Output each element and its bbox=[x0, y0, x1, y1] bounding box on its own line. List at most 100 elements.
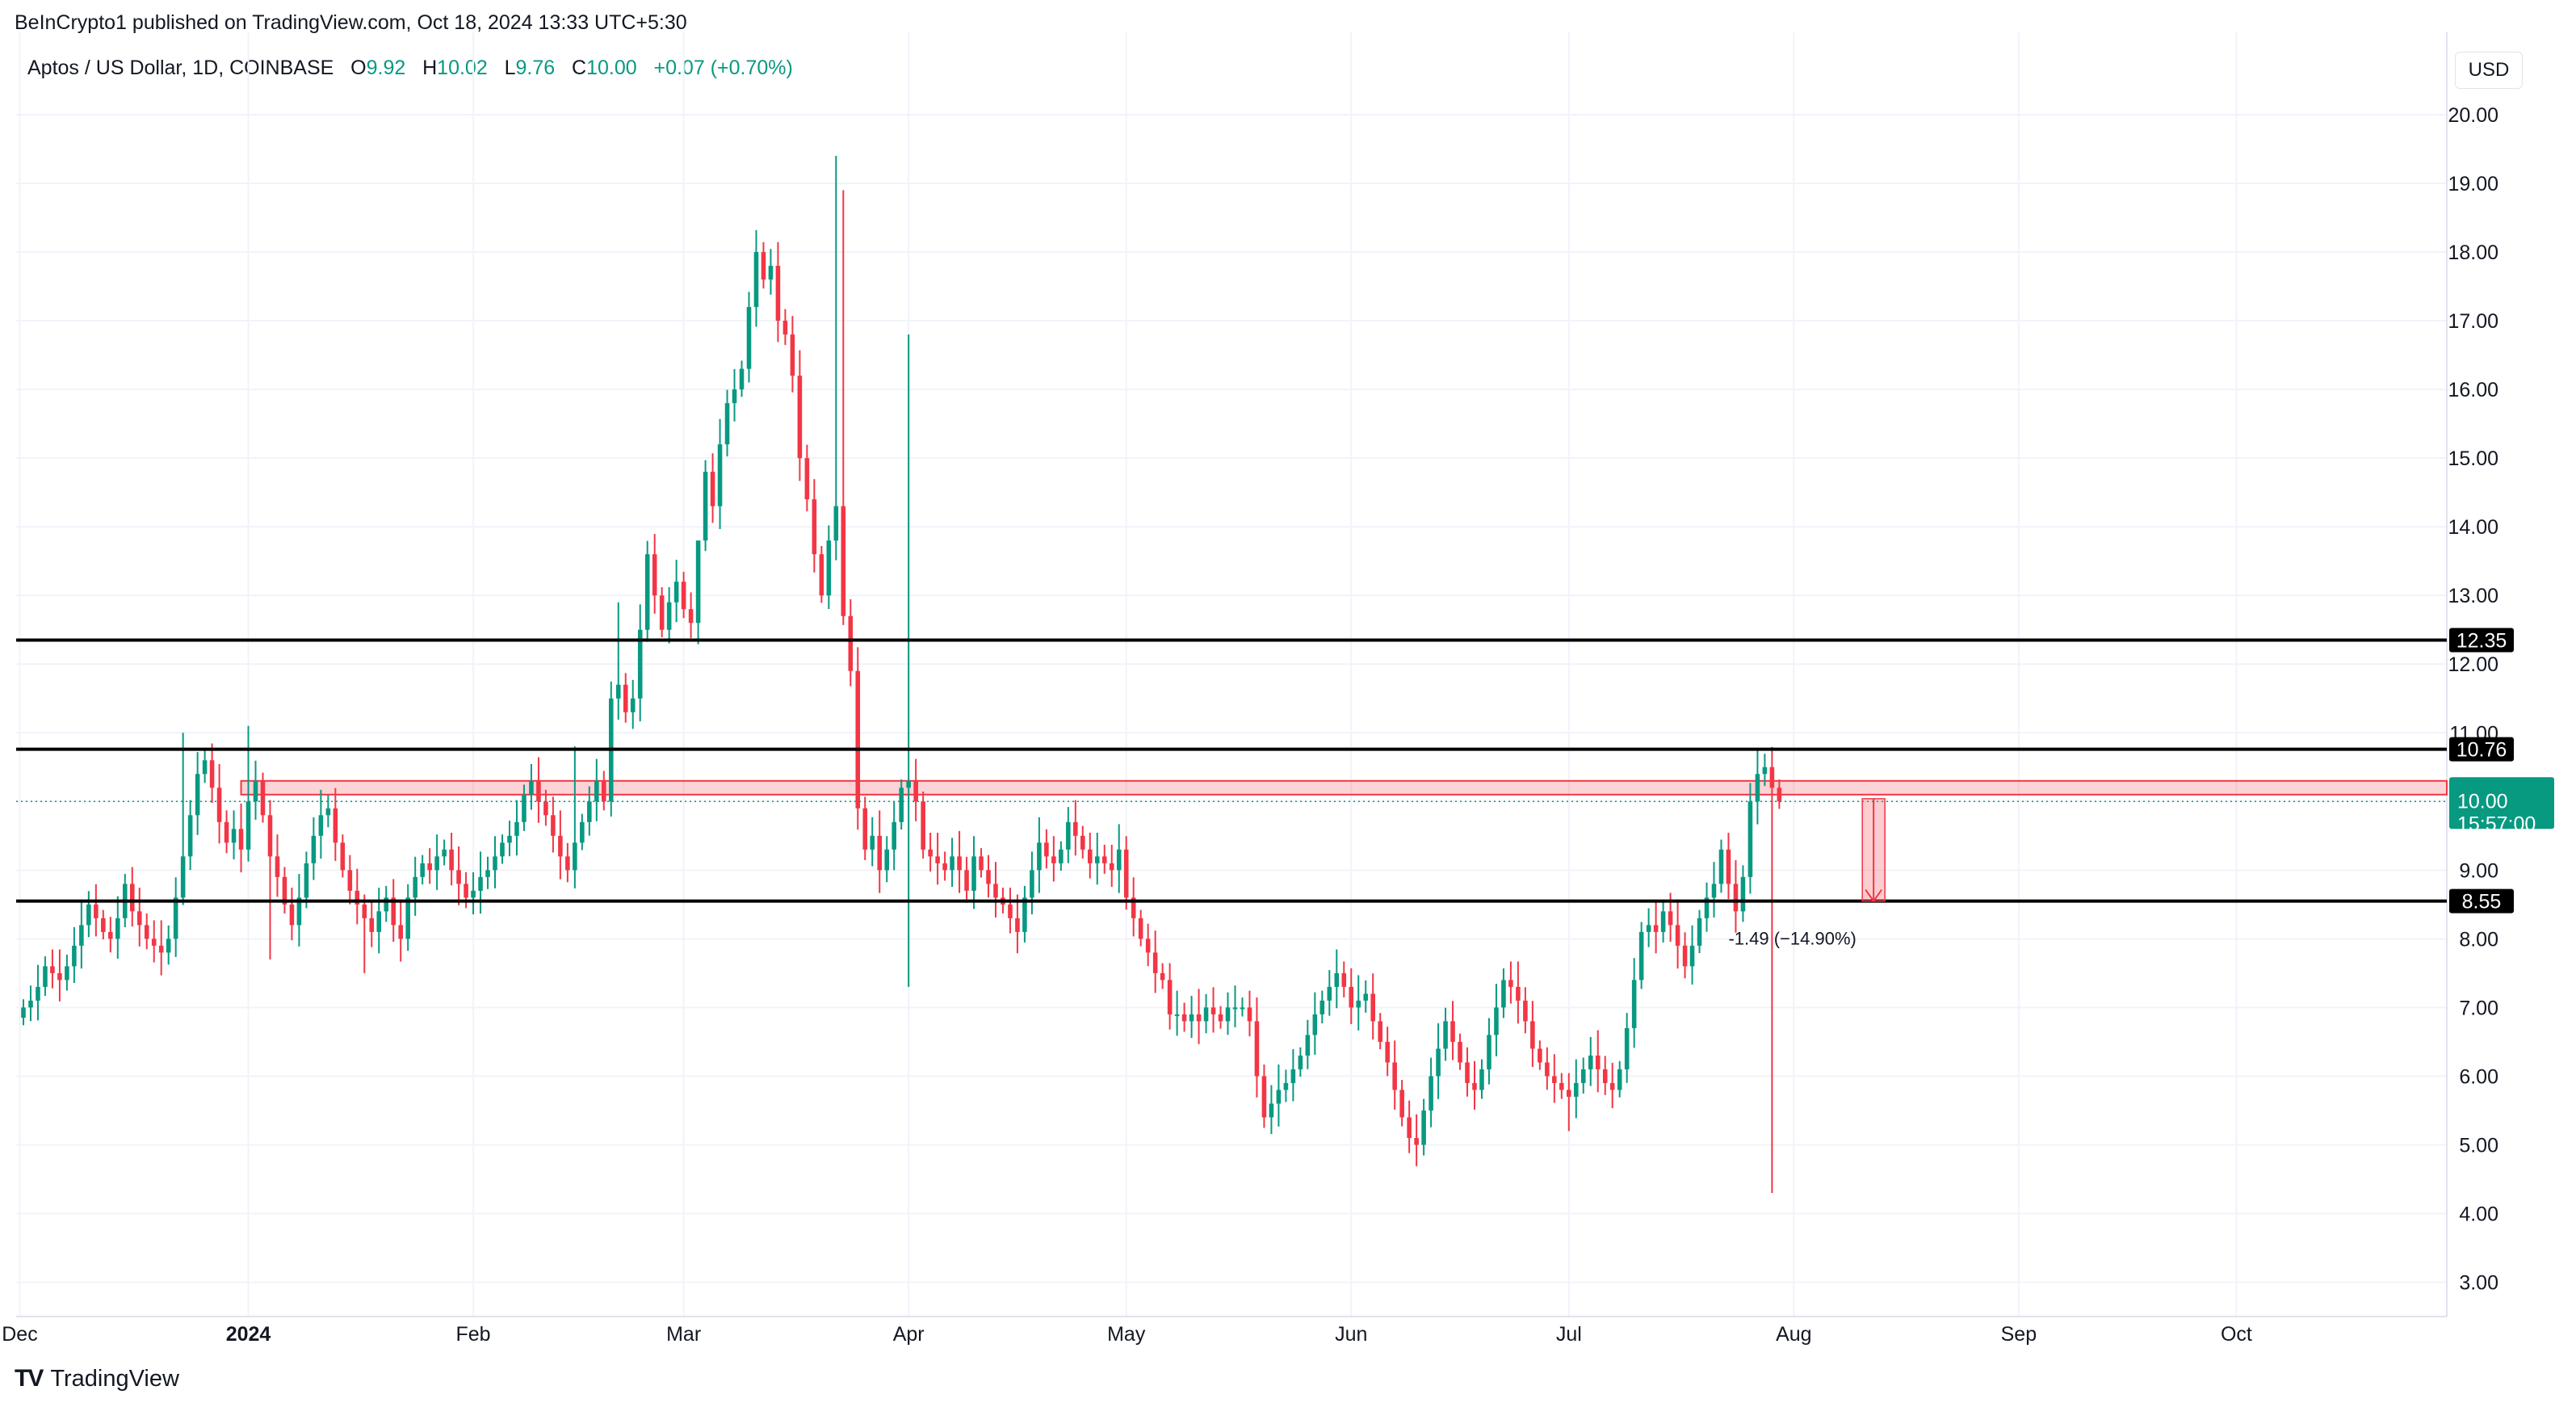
candle-body[interactable] bbox=[1341, 972, 1347, 987]
candle-body[interactable] bbox=[1777, 788, 1782, 802]
candle-body[interactable] bbox=[819, 554, 824, 596]
candle-body[interactable] bbox=[304, 863, 309, 898]
candle-body[interactable] bbox=[1530, 1021, 1535, 1049]
candle-body[interactable] bbox=[1399, 1090, 1404, 1118]
candle-body[interactable] bbox=[129, 884, 135, 912]
candle-body[interactable] bbox=[136, 911, 142, 926]
candle-body[interactable] bbox=[928, 849, 933, 857]
candle-body[interactable] bbox=[1602, 1069, 1608, 1083]
candle-body[interactable] bbox=[267, 815, 273, 857]
candle-body[interactable] bbox=[1697, 918, 1702, 946]
candle-body[interactable] bbox=[1392, 1062, 1397, 1090]
candle-body[interactable] bbox=[115, 918, 120, 939]
candle-body[interactable] bbox=[1131, 897, 1136, 918]
candle-body[interactable] bbox=[906, 780, 911, 788]
candle-body[interactable] bbox=[209, 760, 215, 788]
candle-body[interactable] bbox=[413, 876, 417, 898]
candle-body[interactable] bbox=[804, 458, 810, 500]
candle-body[interactable] bbox=[231, 829, 237, 843]
candle-body[interactable] bbox=[1160, 972, 1165, 981]
candle-body[interactable] bbox=[580, 821, 585, 843]
candle-body[interactable] bbox=[1363, 993, 1369, 1001]
candle-body[interactable] bbox=[1465, 1062, 1470, 1083]
candle-body[interactable] bbox=[1094, 856, 1100, 863]
candle-body[interactable] bbox=[158, 945, 164, 953]
candle-body[interactable] bbox=[732, 389, 737, 404]
candle-body[interactable] bbox=[500, 842, 505, 857]
candle-body[interactable] bbox=[1283, 1082, 1289, 1090]
candle-body[interactable] bbox=[630, 698, 636, 712]
candle-body[interactable] bbox=[1290, 1069, 1296, 1083]
candle-body[interactable] bbox=[942, 863, 947, 871]
candle-body[interactable] bbox=[507, 835, 512, 843]
candle-body[interactable] bbox=[282, 876, 287, 905]
candle-body[interactable] bbox=[536, 780, 541, 802]
candle-body[interactable] bbox=[1059, 849, 1064, 863]
candle-body[interactable] bbox=[442, 849, 447, 857]
candle-body[interactable] bbox=[1196, 1014, 1202, 1022]
candle-body[interactable] bbox=[1538, 1048, 1542, 1063]
candle-body[interactable] bbox=[1225, 1007, 1231, 1022]
candle-body[interactable] bbox=[790, 334, 795, 376]
tradingview-brand[interactable]: TV TradingView bbox=[15, 1365, 179, 1392]
candle-body[interactable] bbox=[362, 904, 367, 918]
candle-body[interactable] bbox=[1334, 972, 1340, 987]
candle-body[interactable] bbox=[1073, 821, 1078, 836]
candle-body[interactable] bbox=[739, 368, 745, 390]
candle-body[interactable] bbox=[681, 582, 686, 610]
candle-body[interactable] bbox=[1015, 918, 1020, 932]
candle-body[interactable] bbox=[1711, 884, 1717, 898]
candle-body[interactable] bbox=[202, 760, 208, 775]
candle-body[interactable] bbox=[318, 815, 324, 836]
candle-body[interactable] bbox=[347, 870, 353, 891]
candle-body[interactable] bbox=[1312, 1014, 1318, 1035]
candle-body[interactable] bbox=[79, 925, 84, 946]
candle-body[interactable] bbox=[1595, 1055, 1601, 1069]
candle-body[interactable] bbox=[812, 499, 817, 555]
currency-button[interactable]: USD bbox=[2455, 52, 2523, 89]
candle-body[interactable] bbox=[1624, 1027, 1630, 1069]
candle-body[interactable] bbox=[1552, 1076, 1557, 1083]
candle-body[interactable] bbox=[594, 780, 599, 802]
candle-body[interactable] bbox=[913, 780, 918, 802]
candle-body[interactable] bbox=[1044, 842, 1049, 857]
candle-body[interactable] bbox=[43, 966, 48, 987]
candle-body[interactable] bbox=[1769, 766, 1775, 788]
candle-body[interactable] bbox=[615, 684, 621, 699]
candle-body[interactable] bbox=[101, 918, 106, 932]
candle-body[interactable] bbox=[543, 801, 548, 816]
candle-body[interactable] bbox=[434, 856, 439, 871]
candle-body[interactable] bbox=[1609, 1082, 1615, 1090]
candle-body[interactable] bbox=[398, 925, 403, 939]
candle-body[interactable] bbox=[695, 540, 701, 624]
candle-body[interactable] bbox=[724, 403, 730, 445]
candle-body[interactable] bbox=[57, 972, 62, 981]
candle-body[interactable] bbox=[296, 897, 302, 926]
candle-body[interactable] bbox=[493, 856, 497, 871]
candle-body[interactable] bbox=[72, 945, 77, 967]
candle-body[interactable] bbox=[391, 897, 396, 926]
candle-body[interactable] bbox=[957, 856, 962, 871]
candle-body[interactable] bbox=[471, 890, 476, 898]
candle-body[interactable] bbox=[1378, 1021, 1382, 1042]
candle-body[interactable] bbox=[1254, 1021, 1260, 1077]
candle-body[interactable] bbox=[892, 821, 896, 850]
candle-body[interactable] bbox=[529, 780, 534, 795]
candle-body[interactable] bbox=[1116, 849, 1122, 871]
candle-body[interactable] bbox=[717, 444, 723, 506]
candle-body[interactable] bbox=[1189, 1014, 1194, 1022]
candle-body[interactable] bbox=[964, 870, 969, 891]
candle-body[interactable] bbox=[1022, 897, 1027, 932]
candle-body[interactable] bbox=[688, 609, 694, 624]
candle-body[interactable] bbox=[1733, 884, 1739, 912]
candle-body[interactable] bbox=[245, 801, 251, 850]
candle-body[interactable] bbox=[21, 1007, 26, 1018]
candle-body[interactable] bbox=[1240, 1007, 1245, 1010]
candle-body[interactable] bbox=[899, 788, 904, 822]
candle-body[interactable] bbox=[1181, 1014, 1187, 1022]
candle-body[interactable] bbox=[325, 808, 331, 816]
candle-body[interactable] bbox=[94, 904, 99, 918]
candle-body[interactable] bbox=[1037, 842, 1042, 871]
candle-body[interactable] bbox=[275, 856, 280, 877]
candle-body[interactable] bbox=[1232, 1007, 1238, 1010]
